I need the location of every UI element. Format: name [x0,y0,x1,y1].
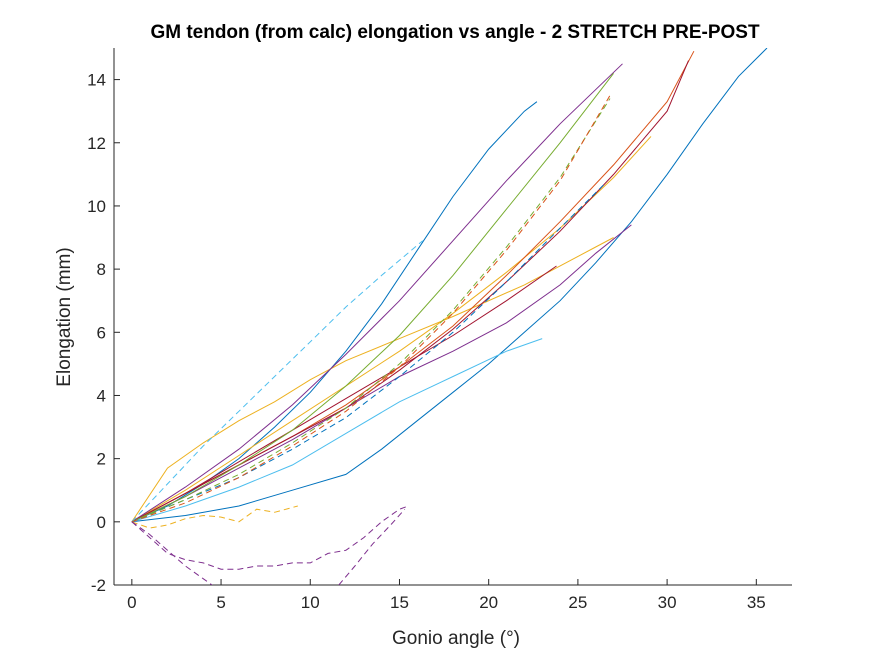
x-tick-label: 25 [568,593,587,612]
series-line-18 [131,521,213,585]
series-line-11 [131,72,614,523]
series-line-7 [131,63,623,523]
x-tick-label: 35 [747,593,766,612]
series-line-6 [131,224,632,523]
series-line-13 [131,183,606,523]
series-line-14 [131,98,611,523]
series-line-10 [131,60,689,523]
series-line-16 [131,505,298,529]
series-line-3 [131,338,543,523]
series-line-15 [131,95,611,523]
series-line-8 [131,265,557,523]
ticks-layer: 0 5 10 15 20 25 30 35 -2 0 2 4 6 8 10 12 14 [87,71,766,612]
series-line-2 [131,48,768,523]
x-tick-label: 20 [479,593,498,612]
x-tick-label: 15 [390,593,409,612]
y-tick-label: 12 [87,134,106,153]
y-axis-label: Elongation (mm) [54,247,75,386]
series-line-1 [131,101,538,523]
series-layer [131,48,768,585]
series-line-12 [131,240,424,523]
series-line-9 [131,50,695,523]
chart-title: GM tendon (from calc) elongation vs angl… [150,22,760,43]
x-tick-label: 10 [301,593,320,612]
y-tick-label: 0 [97,513,106,532]
y-tick-label: 10 [87,197,106,216]
series-line-19 [338,508,406,585]
series-line-5 [131,136,652,523]
axes-box [113,48,792,586]
series-line-4 [131,237,614,523]
y-tick-label: 14 [87,71,106,90]
y-tick-label: 6 [97,323,106,342]
x-tick-label: 5 [216,593,225,612]
series-line-17 [131,505,409,570]
x-axis-label: Gonio angle (°) [392,628,520,649]
y-tick-label: -2 [91,576,106,595]
x-tick-label: 30 [658,593,677,612]
y-tick-label: 2 [97,450,106,469]
x-tick-label: 0 [127,593,136,612]
y-tick-label: 4 [97,386,106,405]
y-tick-label: 8 [97,260,106,279]
